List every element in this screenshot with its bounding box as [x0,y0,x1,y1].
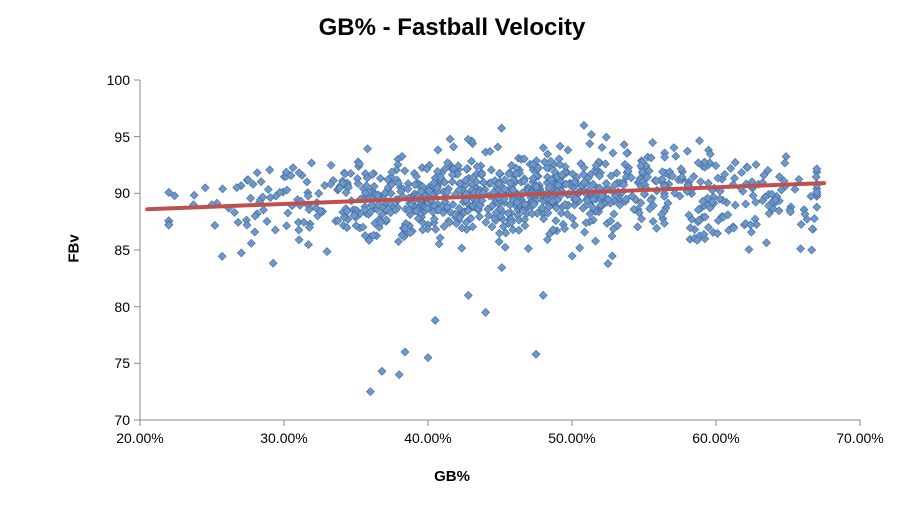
y-tick-label: 100 [107,72,130,88]
x-tick-label: 60.00% [684,430,748,446]
x-tick-label: 20.00% [108,430,172,446]
y-tick-label: 75 [114,355,130,371]
x-tick-label: 40.00% [396,430,460,446]
x-tick-label: 70.00% [828,430,892,446]
x-tick-label: 50.00% [540,430,604,446]
y-tick-label: 80 [114,299,130,315]
x-tick-label: 30.00% [252,430,316,446]
scatter-series [165,121,821,395]
chart-container: GB% - Fastball Velocity FBv GB% 70758085… [0,0,904,523]
y-tick-label: 70 [114,412,130,428]
y-tick-label: 95 [114,129,130,145]
y-tick-label: 85 [114,242,130,258]
y-tick-label: 90 [114,185,130,201]
